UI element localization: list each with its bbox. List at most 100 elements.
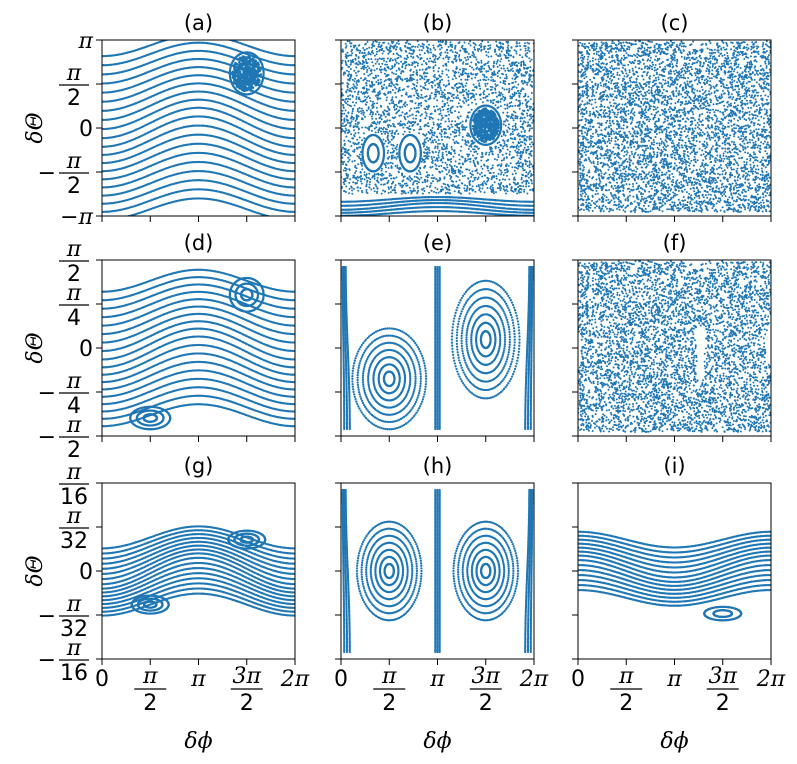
data-point bbox=[243, 66, 246, 70]
data-point bbox=[451, 125, 454, 128]
data-point bbox=[503, 144, 506, 147]
data-point bbox=[501, 153, 504, 156]
data-point bbox=[360, 91, 363, 94]
data-point bbox=[343, 120, 346, 123]
data-point bbox=[377, 113, 380, 116]
data-point bbox=[240, 76, 243, 80]
data-point bbox=[434, 95, 437, 98]
data-point bbox=[377, 131, 380, 134]
data-point bbox=[402, 176, 405, 178]
data-point bbox=[360, 143, 363, 146]
data-point bbox=[516, 154, 519, 157]
data-point bbox=[483, 75, 486, 78]
data-point bbox=[371, 61, 374, 64]
data-point bbox=[362, 113, 365, 116]
data-point bbox=[382, 130, 385, 133]
data-point bbox=[450, 49, 453, 52]
data-point bbox=[467, 72, 470, 75]
data-point bbox=[234, 69, 238, 72]
data-point bbox=[502, 188, 505, 191]
data-point bbox=[280, 218, 282, 220]
data-point bbox=[521, 123, 524, 126]
data-point bbox=[388, 130, 391, 133]
data-point bbox=[448, 163, 451, 166]
data-point bbox=[275, 217, 277, 219]
data-point bbox=[437, 86, 439, 89]
data-point bbox=[440, 46, 443, 49]
data-point bbox=[245, 66, 249, 70]
data-point bbox=[243, 76, 247, 79]
data-point bbox=[500, 135, 503, 138]
data-point bbox=[378, 127, 381, 130]
data-point bbox=[354, 132, 357, 135]
data-point bbox=[523, 134, 526, 137]
data-point bbox=[437, 118, 440, 121]
data-point bbox=[406, 77, 408, 80]
data-point bbox=[365, 103, 368, 106]
data-point bbox=[351, 112, 354, 115]
data-point bbox=[358, 96, 361, 99]
data-point bbox=[371, 117, 374, 120]
data-point bbox=[526, 114, 529, 117]
data-point bbox=[386, 151, 389, 154]
data-point bbox=[430, 156, 433, 158]
data-point bbox=[478, 44, 481, 47]
data-point bbox=[476, 145, 479, 148]
data-point bbox=[352, 83, 355, 86]
data-point bbox=[419, 53, 421, 56]
data-point bbox=[457, 97, 460, 100]
data-point bbox=[416, 79, 419, 82]
data-point bbox=[488, 66, 491, 69]
data-point bbox=[440, 133, 443, 136]
data-point bbox=[495, 175, 498, 178]
data-point bbox=[390, 177, 393, 180]
data-point bbox=[442, 128, 445, 131]
data-point bbox=[384, 166, 387, 169]
data-point bbox=[376, 60, 379, 63]
data-point bbox=[360, 112, 363, 115]
data-point bbox=[370, 80, 373, 83]
data-point bbox=[495, 95, 498, 98]
data-point bbox=[236, 58, 240, 61]
data-point bbox=[526, 51, 529, 54]
data-point bbox=[527, 49, 530, 52]
data-point bbox=[469, 135, 472, 138]
data-point bbox=[354, 62, 357, 65]
data-point bbox=[523, 116, 526, 119]
data-point bbox=[446, 98, 449, 101]
data-point bbox=[368, 128, 370, 131]
data-point bbox=[399, 47, 402, 49]
data-point bbox=[448, 174, 451, 177]
data-point bbox=[529, 66, 532, 69]
data-point bbox=[259, 73, 263, 76]
data-point bbox=[355, 167, 358, 170]
data-point bbox=[437, 70, 440, 73]
data-point bbox=[180, 35, 182, 37]
data-point bbox=[437, 139, 440, 142]
data-point bbox=[428, 186, 431, 188]
data-point bbox=[363, 73, 366, 76]
data-point bbox=[516, 144, 519, 147]
data-point bbox=[514, 104, 517, 107]
data-point bbox=[462, 47, 464, 50]
data-point bbox=[376, 179, 379, 182]
data-point bbox=[116, 218, 118, 220]
data-point bbox=[244, 85, 247, 89]
data-point bbox=[499, 100, 502, 103]
data-point bbox=[437, 156, 440, 159]
data-point bbox=[376, 121, 379, 124]
data-point bbox=[418, 166, 421, 169]
data-point bbox=[234, 82, 237, 85]
data-point bbox=[404, 67, 407, 70]
data-point bbox=[373, 102, 376, 105]
data-point bbox=[385, 60, 388, 63]
data-point bbox=[455, 97, 458, 99]
data-point bbox=[367, 74, 370, 77]
data-point bbox=[242, 80, 245, 83]
data-point bbox=[366, 40, 369, 43]
data-point bbox=[363, 178, 366, 181]
data-point bbox=[217, 35, 219, 37]
data-point bbox=[454, 84, 456, 87]
data-point bbox=[467, 98, 470, 101]
data-point bbox=[344, 98, 347, 101]
